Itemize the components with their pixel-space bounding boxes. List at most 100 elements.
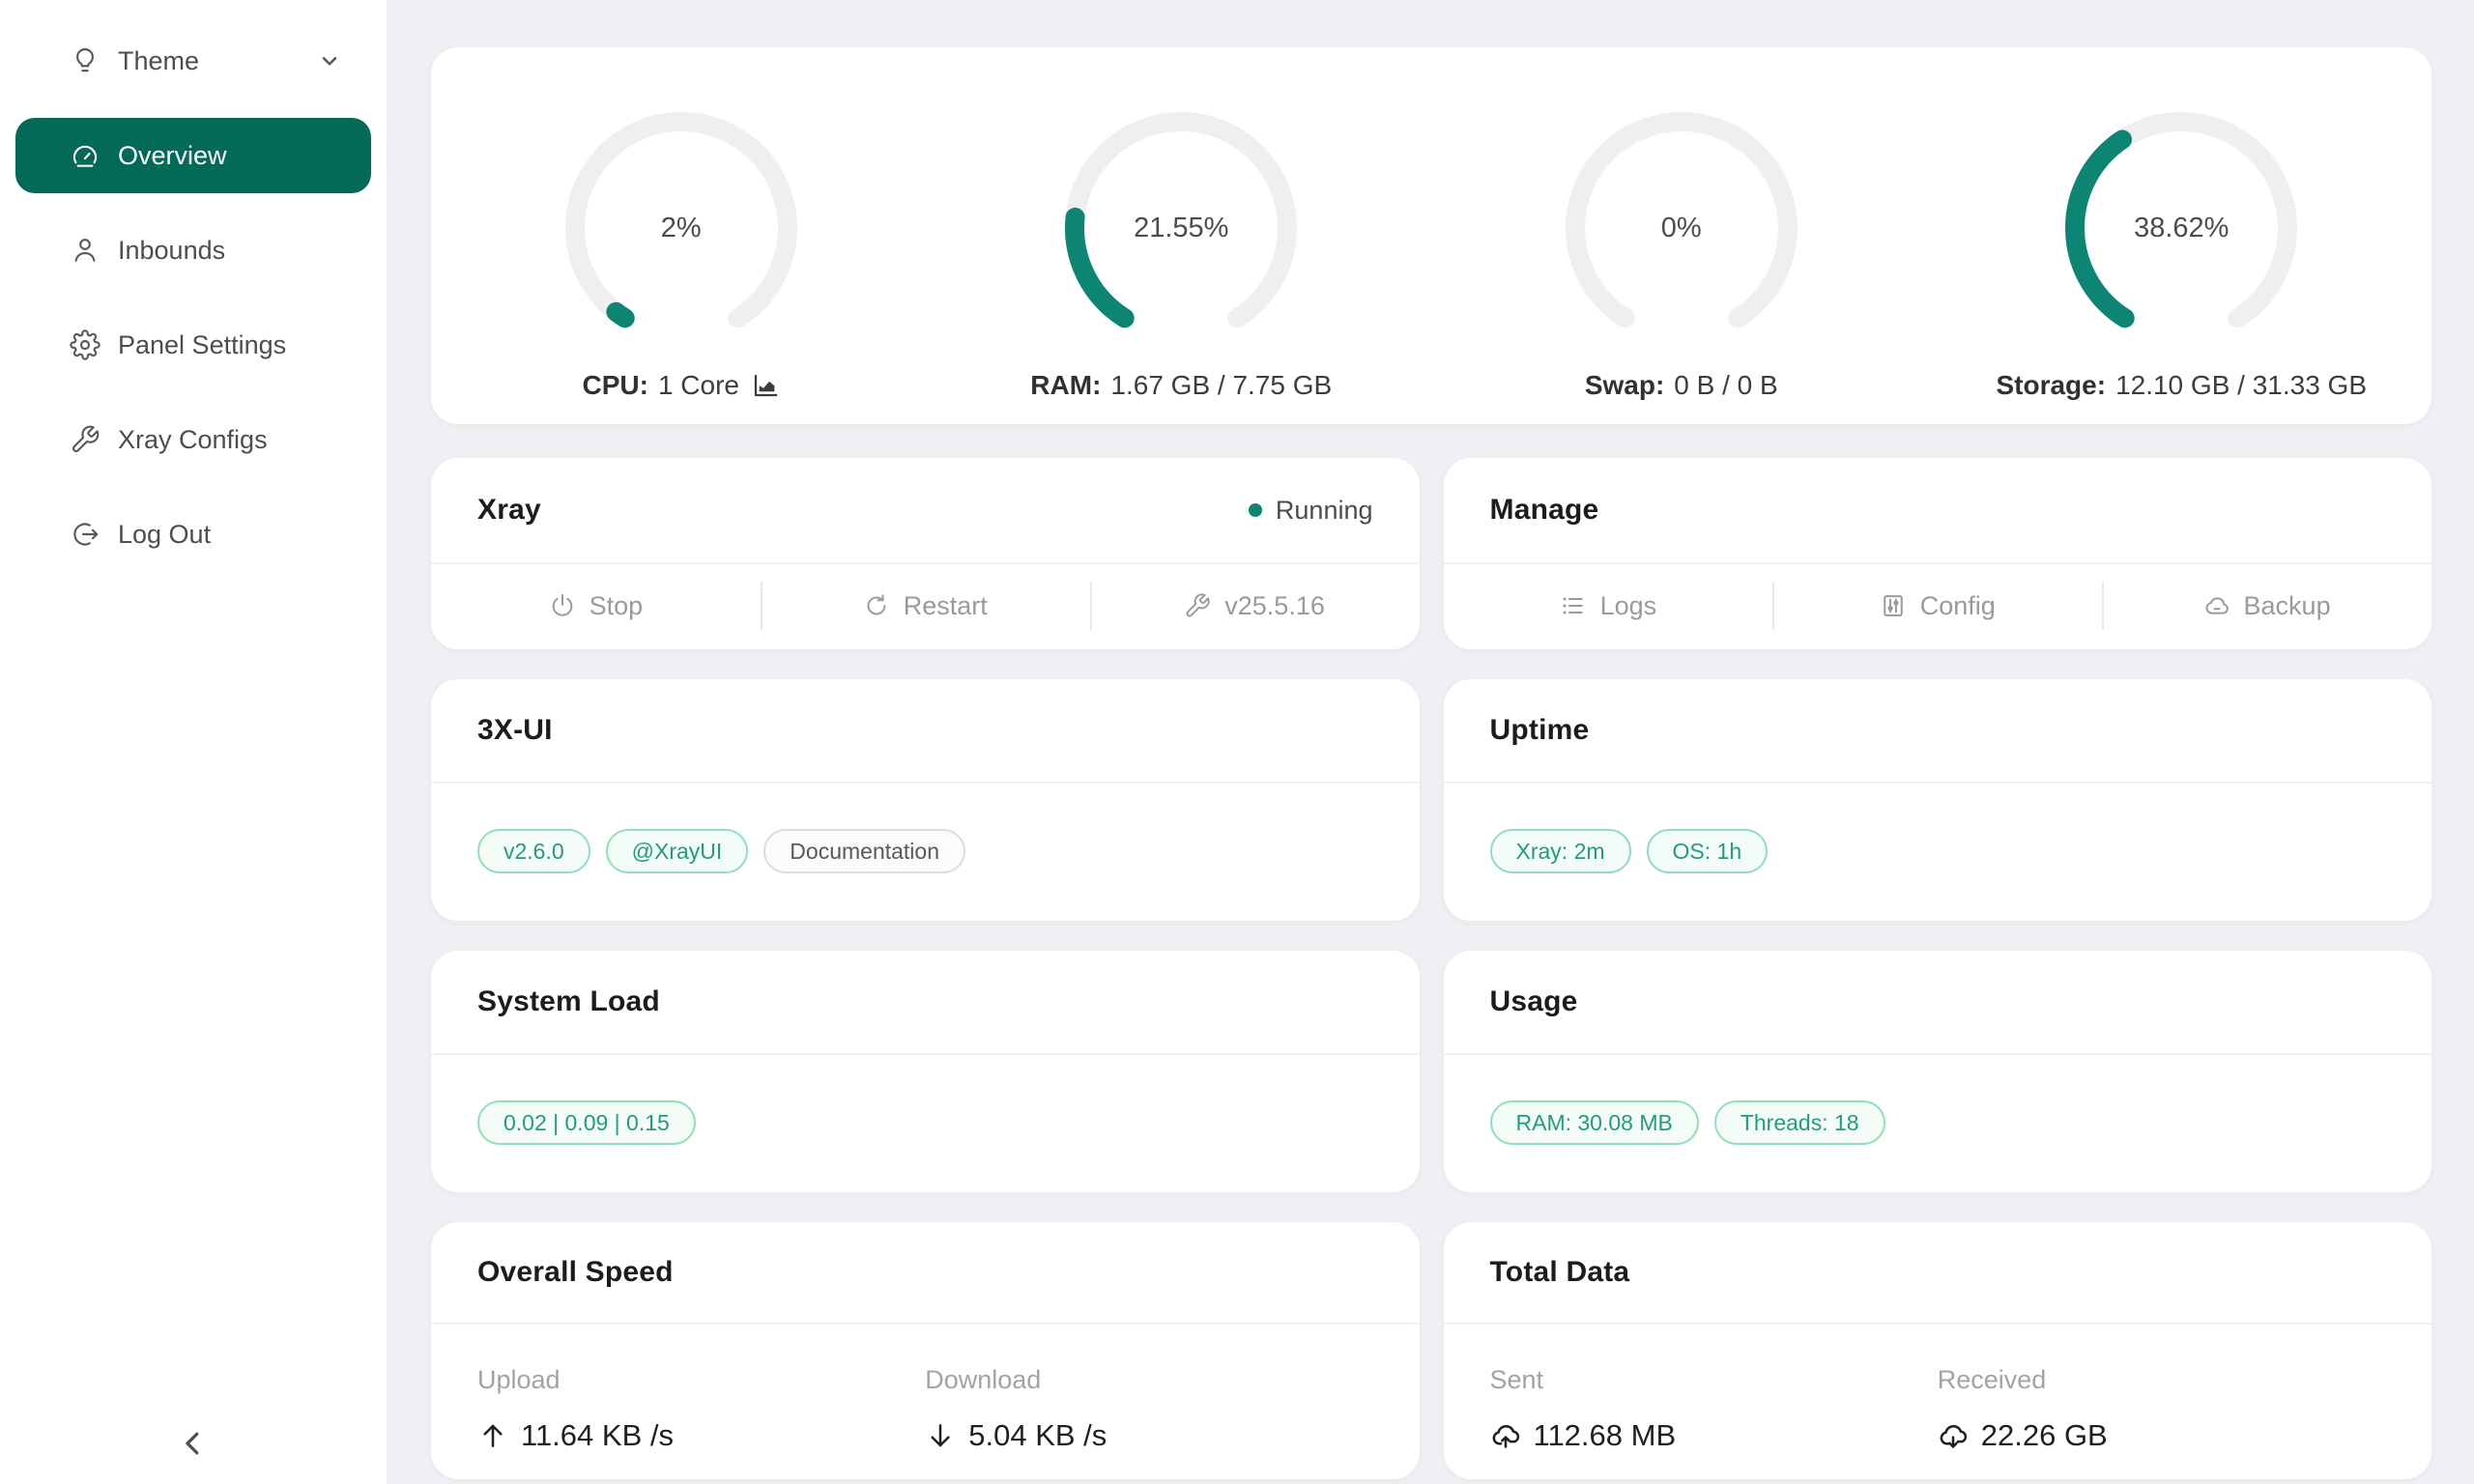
xray-actions: Stop Restart v25.5.16 xyxy=(431,564,1420,647)
ram-gauge: 21.55% RAM: 1.67 GB / 7.75 GB xyxy=(932,47,1432,424)
status-dot xyxy=(1248,503,1262,517)
swap-percent: 0% xyxy=(1660,212,1702,243)
total-data-title: Total Data xyxy=(1489,1256,1630,1288)
speed-stats: Upload 11.64 KB /s Download 5.04 KB /s xyxy=(431,1325,1420,1453)
manage-card-title: Manage xyxy=(1489,494,1599,526)
telegram-tag[interactable]: @XrayUI xyxy=(605,829,749,873)
xui-card-title: 3X-UI xyxy=(477,714,553,746)
system-load-card: System Load 0.02 | 0.09 | 0.15 xyxy=(431,951,1420,1192)
sidebar-item-panel-settings[interactable]: Panel Settings xyxy=(15,307,371,383)
sidebar-item-xray-configs[interactable]: Xray Configs xyxy=(15,402,371,477)
sent-label: Sent xyxy=(1489,1365,1544,1394)
overall-speed-card: Overall Speed Upload 11.64 KB /s Downloa… xyxy=(431,1222,1420,1479)
sidebar-item-label: Overview xyxy=(118,140,227,170)
cpu-label: CPU: 1 Core xyxy=(583,370,781,401)
list-icon xyxy=(1563,597,1583,614)
sidebar-item-label: Xray Configs xyxy=(118,424,268,454)
logs-button[interactable]: Logs xyxy=(1444,564,1773,647)
sliders-icon xyxy=(1883,595,1903,616)
sidebar-collapse-button[interactable] xyxy=(0,1426,387,1484)
cloud-download-icon xyxy=(1940,1424,1967,1448)
sent-value: 112.68 MB xyxy=(1490,1418,1938,1453)
xray-card: Xray Running Stop Restart v25.5.16 xyxy=(431,458,1420,649)
arrow-up-icon xyxy=(483,1424,503,1447)
ram-usage-tag: RAM: 30.08 MB xyxy=(1489,1100,1699,1145)
sidebar: Theme Overview Inbounds Panel Settings xyxy=(0,0,387,1484)
cloud-upload-icon xyxy=(1492,1424,1519,1448)
storage-label: Storage: 12.10 GB / 31.33 GB xyxy=(1996,370,2368,400)
manage-actions: Logs Config Backup xyxy=(1444,564,2432,647)
gear-icon xyxy=(70,329,101,360)
usage-tags: RAM: 30.08 MB Threads: 18 xyxy=(1444,1055,2432,1190)
sidebar-nav: Theme Overview Inbounds Panel Settings xyxy=(0,0,387,591)
storage-gauge: 38.62% Storage: 12.10 GB / 31.33 GB xyxy=(1932,47,2432,424)
xray-uptime-tag: Xray: 2m xyxy=(1489,829,1631,873)
xray-version-button[interactable]: v25.5.16 xyxy=(1090,564,1420,647)
os-uptime-tag: OS: 1h xyxy=(1646,829,1769,873)
swap-gauge-arc xyxy=(1565,112,1798,328)
restart-button[interactable]: Restart xyxy=(761,564,1090,647)
user-icon xyxy=(74,239,96,262)
swap-label: Swap: 0 B / 0 B xyxy=(1584,370,1778,400)
backup-button[interactable]: Backup xyxy=(2102,564,2431,647)
received-label: Received xyxy=(1937,1365,2047,1394)
threads-tag: Threads: 18 xyxy=(1713,1100,1885,1145)
usage-card-title: Usage xyxy=(1489,985,1578,1017)
wrench-icon xyxy=(72,425,100,453)
arrow-down-icon xyxy=(931,1424,950,1447)
download-stat: Download 5.04 KB /s xyxy=(925,1365,1372,1453)
documentation-tag[interactable]: Documentation xyxy=(763,829,965,873)
upload-label: Upload xyxy=(477,1365,561,1394)
logout-icon xyxy=(73,523,99,546)
sidebar-item-theme[interactable]: Theme xyxy=(15,23,371,99)
overall-speed-title: Overall Speed xyxy=(477,1256,674,1288)
version-tag[interactable]: v2.6.0 xyxy=(477,829,590,873)
swap-gauge: 0% Swap: 0 B / 0 B xyxy=(1431,47,1932,424)
upload-stat: Upload 11.64 KB /s xyxy=(477,1365,925,1453)
sidebar-item-label: Inbounds xyxy=(118,235,226,265)
xui-card: 3X-UI v2.6.0 @XrayUI Documentation xyxy=(431,679,1420,921)
system-gauges-card: 2% CPU: 1 Core 21.55% RAM: 1.67 GB / 7.7… xyxy=(431,47,2431,424)
uptime-card: Uptime Xray: 2m OS: 1h xyxy=(1443,679,2432,921)
ram-percent: 21.55% xyxy=(1134,212,1229,243)
cpu-gauge-arc xyxy=(564,112,797,328)
download-value: 5.04 KB /s xyxy=(925,1418,1372,1453)
download-label: Download xyxy=(925,1365,1042,1394)
total-data-card: Total Data Sent 112.68 MB Received 22.26… xyxy=(1443,1222,2432,1479)
sidebar-item-inbounds[interactable]: Inbounds xyxy=(15,213,371,288)
cpu-percent: 2% xyxy=(660,212,702,243)
config-button[interactable]: Config xyxy=(1772,564,2102,647)
system-load-tags: 0.02 | 0.09 | 0.15 xyxy=(431,1055,1420,1190)
power-icon xyxy=(552,594,572,616)
sidebar-item-log-out[interactable]: Log Out xyxy=(15,497,371,572)
sidebar-item-overview[interactable]: Overview xyxy=(15,118,371,193)
storage-gauge-arc xyxy=(2065,112,2298,328)
stop-button[interactable]: Stop xyxy=(431,564,761,647)
storage-percent: 38.62% xyxy=(2134,212,2229,243)
main-content: 2% CPU: 1 Core 21.55% RAM: 1.67 GB / 7.7… xyxy=(387,0,2474,1484)
bulb-icon xyxy=(76,47,94,72)
xui-tags: v2.6.0 @XrayUI Documentation xyxy=(431,784,1420,919)
sidebar-item-label: Log Out xyxy=(118,519,212,549)
chevron-down-icon xyxy=(322,56,337,66)
received-stat: Received 22.26 GB xyxy=(1938,1365,2385,1453)
sidebar-item-label: Panel Settings xyxy=(118,329,287,359)
data-stats: Sent 112.68 MB Received 22.26 GB xyxy=(1444,1325,2432,1453)
sidebar-item-label: Theme xyxy=(118,45,200,75)
usage-card: Usage RAM: 30.08 MB Threads: 18 xyxy=(1443,951,2432,1192)
cpu-chart-icon[interactable] xyxy=(751,371,780,400)
ram-gauge-arc xyxy=(1065,112,1298,328)
reload-icon xyxy=(867,594,886,615)
chevron-left-icon xyxy=(186,1432,199,1455)
manage-card: Manage Logs Config Backup xyxy=(1443,458,2432,649)
uptime-tags: Xray: 2m OS: 1h xyxy=(1444,784,2432,919)
cpu-gauge: 2% CPU: 1 Core xyxy=(431,47,932,424)
xray-status: Running xyxy=(1248,495,1373,526)
load-average-tag: 0.02 | 0.09 | 0.15 xyxy=(477,1100,696,1145)
dashboard-icon xyxy=(72,145,98,167)
upload-value: 11.64 KB /s xyxy=(477,1418,925,1453)
ram-label: RAM: 1.67 GB / 7.75 GB xyxy=(1030,370,1333,400)
system-load-title: System Load xyxy=(477,985,660,1017)
status-text: Running xyxy=(1275,495,1373,525)
cloud-icon xyxy=(2204,597,2229,614)
